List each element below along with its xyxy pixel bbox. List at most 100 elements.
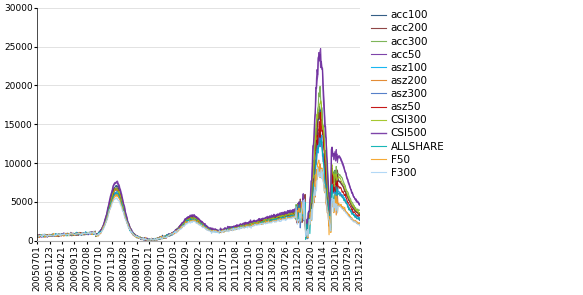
asz50: [51, 234, 58, 237]
asz300: [143, 238, 150, 242]
CSI300: [143, 238, 150, 242]
acc50: [313, 77, 320, 80]
F300: [322, 199, 329, 202]
CSI500: [322, 135, 329, 138]
F50: [313, 168, 320, 171]
asz200: [51, 233, 58, 236]
CSI300: [280, 214, 287, 217]
F300: [34, 234, 41, 237]
acc100: [34, 234, 41, 237]
acc300: [51, 233, 58, 237]
asz300: [322, 179, 329, 182]
asz200: [313, 168, 320, 172]
asz200: [280, 215, 287, 219]
asz200: [357, 222, 364, 226]
acc200: [315, 111, 322, 114]
acc50: [34, 234, 41, 237]
acc50: [280, 211, 287, 215]
F50: [280, 218, 287, 221]
asz100: [280, 215, 287, 218]
CSI500: [230, 225, 237, 228]
Line: F50: F50: [37, 160, 360, 240]
acc200: [230, 225, 237, 229]
acc300: [357, 209, 364, 212]
Line: acc100: acc100: [37, 106, 360, 240]
F300: [357, 222, 364, 226]
ALLSHARE: [322, 184, 329, 187]
asz300: [315, 131, 322, 135]
asz50: [230, 225, 237, 229]
ALLSHARE: [280, 215, 287, 219]
F300: [51, 234, 58, 237]
asz300: [262, 221, 269, 224]
CSI300: [34, 234, 41, 237]
acc50: [357, 201, 364, 205]
ALLSHARE: [318, 139, 325, 142]
acc100: [262, 219, 269, 222]
acc50: [142, 238, 149, 242]
CSI300: [357, 212, 364, 215]
Line: F300: F300: [37, 168, 360, 240]
CSI500: [280, 213, 287, 216]
F50: [51, 235, 58, 238]
acc300: [230, 226, 237, 230]
F300: [280, 218, 287, 222]
ALLSHARE: [313, 151, 320, 154]
asz300: [230, 227, 237, 231]
acc50: [262, 216, 269, 219]
ALLSHARE: [230, 226, 237, 230]
ALLSHARE: [262, 220, 269, 224]
acc300: [317, 85, 324, 88]
Line: asz50: asz50: [37, 113, 360, 240]
F300: [141, 238, 147, 242]
ALLSHARE: [51, 233, 58, 237]
Legend: acc100, acc200, acc300, acc50, asz100, asz200, asz300, asz50, CSI300, CSI500, AL: acc100, acc200, acc300, acc50, asz100, a…: [368, 8, 447, 180]
Line: ALLSHARE: ALLSHARE: [37, 141, 360, 240]
asz50: [145, 238, 152, 242]
asz100: [230, 226, 237, 230]
acc200: [51, 234, 58, 237]
F300: [314, 166, 321, 170]
CSI500: [141, 238, 147, 242]
CSI500: [34, 235, 41, 238]
CSI500: [357, 203, 364, 206]
Line: acc300: acc300: [37, 86, 360, 240]
asz200: [230, 228, 237, 231]
asz100: [317, 128, 324, 132]
acc100: [142, 238, 149, 242]
Line: asz300: asz300: [37, 133, 360, 240]
CSI300: [51, 234, 58, 237]
acc200: [280, 214, 287, 217]
Line: CSI500: CSI500: [37, 54, 360, 240]
asz50: [313, 137, 320, 141]
F50: [322, 201, 329, 204]
F50: [230, 228, 237, 232]
asz100: [262, 219, 269, 223]
Line: asz100: asz100: [37, 130, 360, 240]
F50: [34, 234, 41, 237]
asz200: [317, 162, 324, 166]
asz200: [322, 201, 329, 205]
acc100: [51, 234, 58, 237]
asz200: [34, 235, 41, 239]
asz300: [280, 216, 287, 220]
acc50: [51, 233, 58, 237]
F50: [315, 158, 322, 162]
acc100: [280, 213, 287, 217]
CSI500: [262, 216, 269, 219]
Line: CSI300: CSI300: [37, 101, 360, 240]
CSI300: [262, 218, 269, 222]
asz100: [322, 196, 329, 199]
CSI300: [317, 99, 324, 103]
acc50: [230, 225, 237, 229]
acc300: [322, 165, 329, 169]
asz50: [357, 215, 364, 218]
acc100: [316, 104, 323, 108]
CSI500: [313, 87, 320, 90]
acc100: [322, 171, 329, 174]
asz50: [280, 215, 287, 218]
Line: asz200: asz200: [37, 164, 360, 240]
F50: [143, 238, 150, 242]
F50: [262, 222, 269, 225]
asz200: [262, 220, 269, 224]
